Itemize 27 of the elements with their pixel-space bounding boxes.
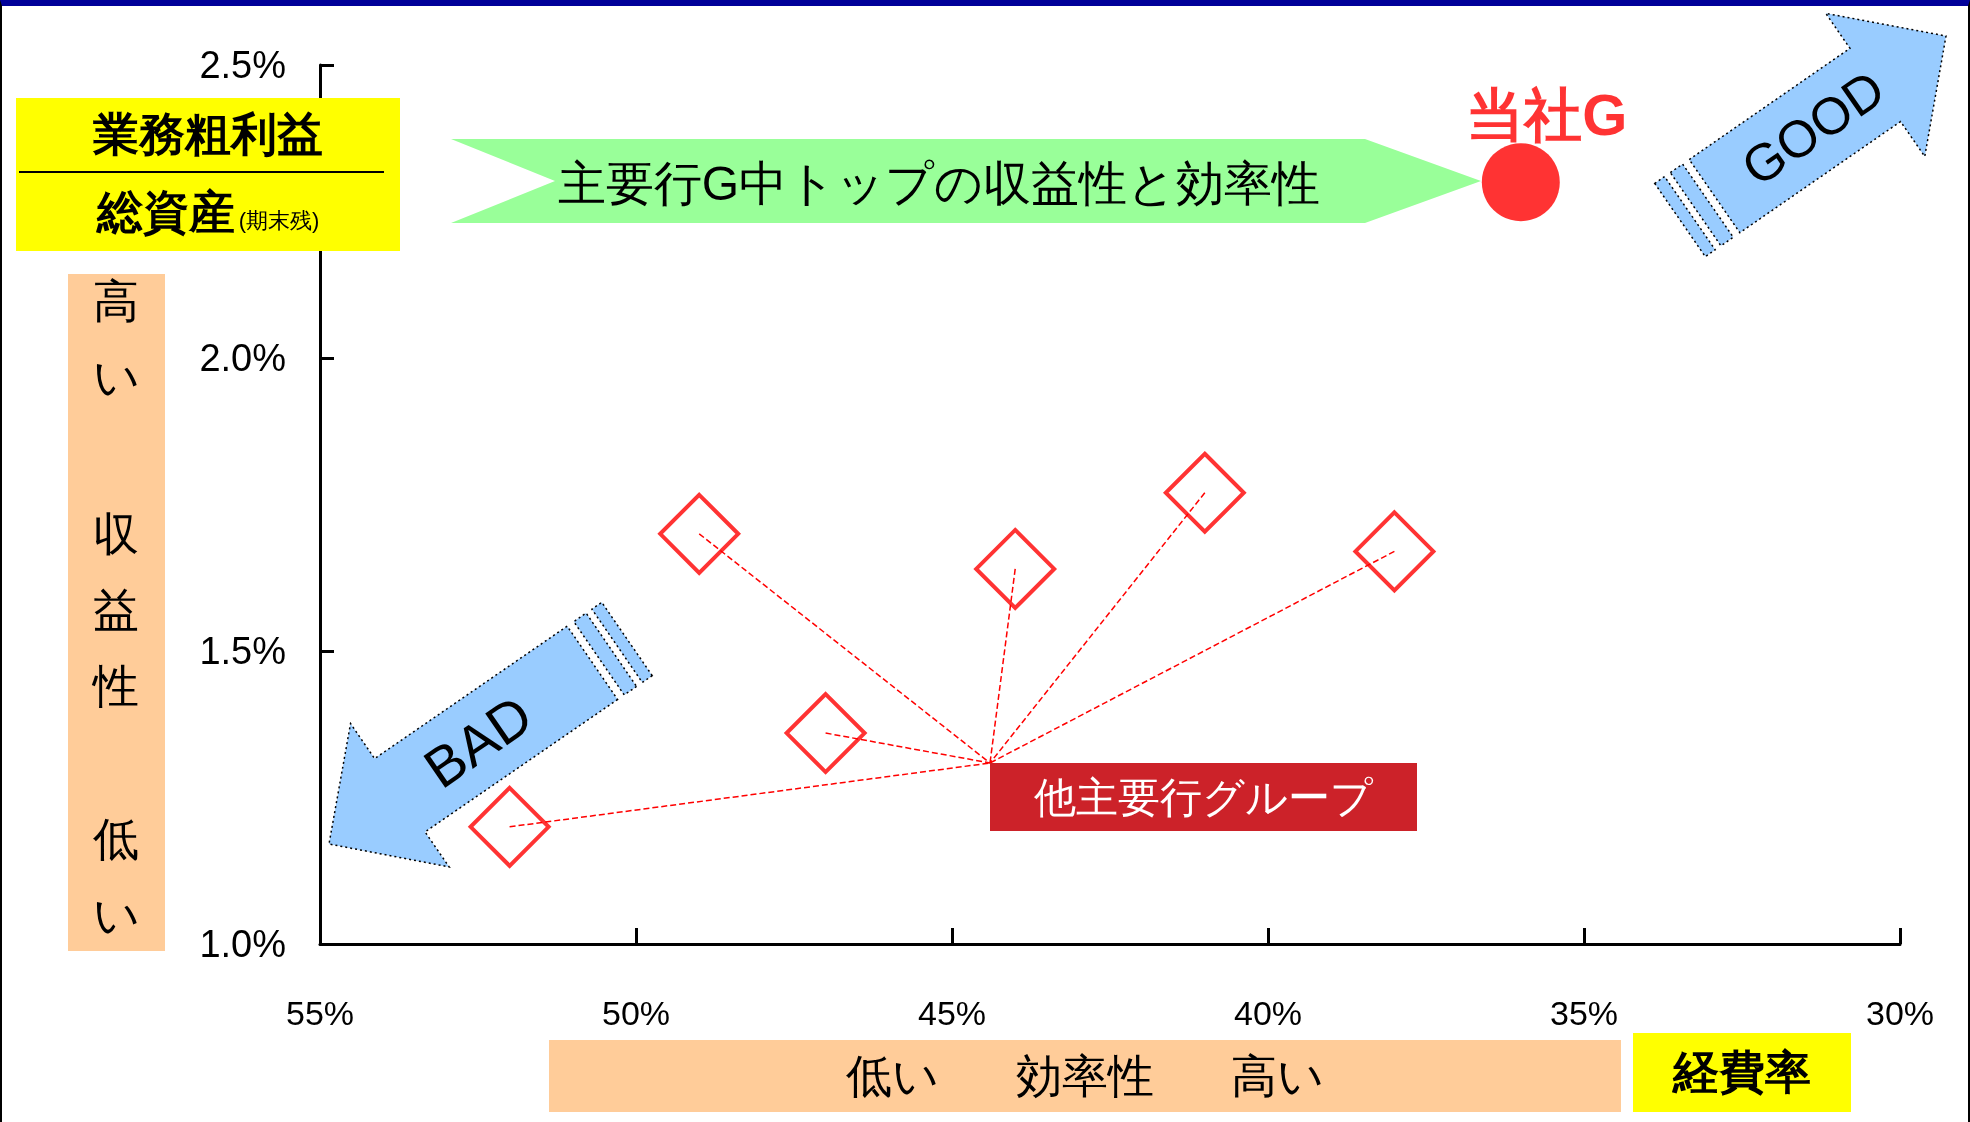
- x-tick-label: 45%: [917, 994, 987, 1032]
- y-tick-label: 1.0%: [199, 923, 286, 965]
- x-tick-label: 50%: [601, 994, 671, 1032]
- text: 他主要行グループ: [1034, 773, 1374, 821]
- series-label: 当社G: [1466, 81, 1628, 147]
- x-tick-label: 40%: [1233, 994, 1303, 1032]
- text: 高い: [92, 274, 140, 405]
- point: [784, 692, 867, 775]
- point: [1353, 510, 1436, 593]
- text: 収益性: [92, 507, 140, 714]
- point: [658, 492, 741, 575]
- y-axis-title: 業務粗利益: [92, 107, 324, 162]
- y-tick-label: 1.5%: [199, 630, 286, 672]
- point: [1481, 143, 1560, 222]
- annotation: BAD: [412, 682, 544, 801]
- text: 低い 効率性 高い: [549, 1040, 1621, 1112]
- x-axis-title: 経費率: [1633, 1033, 1851, 1112]
- x-tick-label: 55%: [285, 994, 355, 1032]
- y-tick-label: 2.5%: [199, 44, 286, 86]
- text: 総資産(期末残): [96, 186, 320, 238]
- y-tick-label: 2.0%: [199, 337, 286, 379]
- point: [974, 527, 1057, 610]
- annotation: 主要行G中トップの収益性と効率性: [557, 156, 1321, 210]
- x-tick-label: 35%: [1549, 994, 1619, 1032]
- text: 低い: [92, 812, 140, 943]
- point: [1163, 451, 1246, 534]
- x-tick-label: 30%: [1865, 994, 1935, 1032]
